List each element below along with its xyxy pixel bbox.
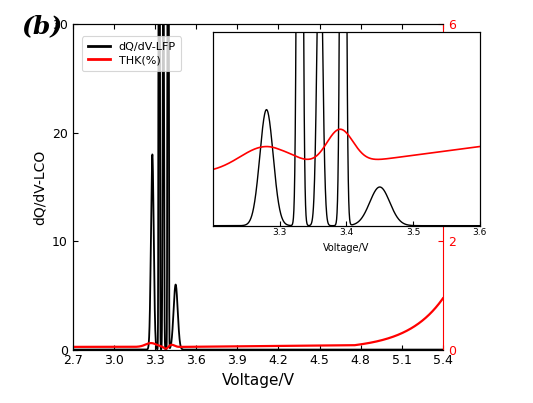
Y-axis label: THK(%): THK(%) <box>462 161 475 213</box>
X-axis label: Voltage/V: Voltage/V <box>323 243 370 253</box>
X-axis label: Voltage/V: Voltage/V <box>221 373 294 388</box>
Y-axis label: dQ/dV-LCO: dQ/dV-LCO <box>33 150 46 224</box>
Text: (b): (b) <box>21 15 62 39</box>
Legend: dQ/dV-LFP, THK(%): dQ/dV-LFP, THK(%) <box>82 36 181 71</box>
